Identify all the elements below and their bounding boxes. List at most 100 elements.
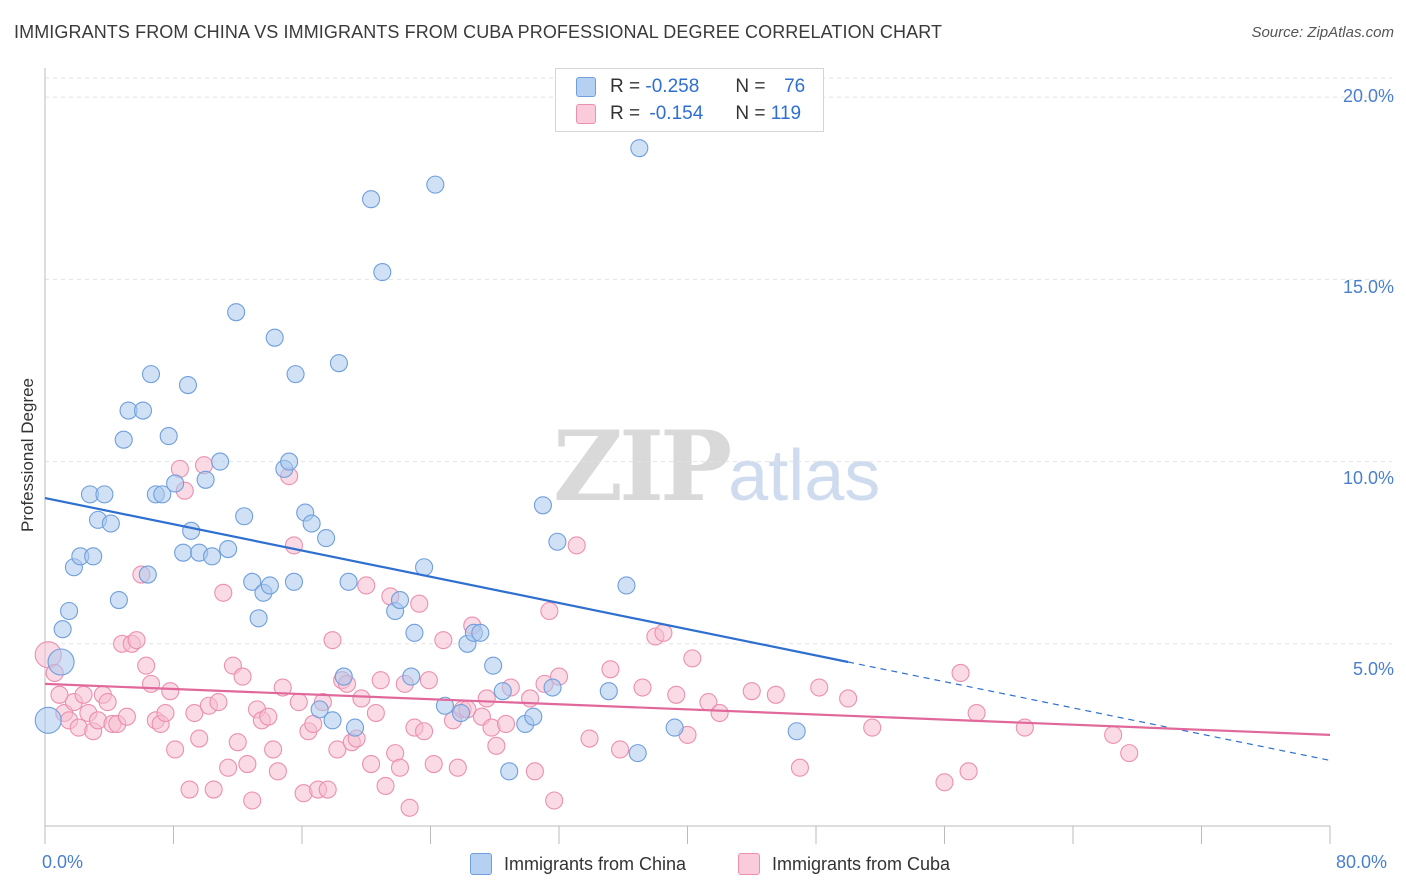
x-tick-label: 0.0% [42, 852, 84, 872]
chart-title: IMMIGRANTS FROM CHINA VS IMMIGRANTS FROM… [14, 22, 943, 42]
china-point [243, 572, 262, 591]
china-point [166, 474, 185, 493]
cuba-point [323, 631, 342, 650]
china-point [339, 572, 358, 591]
china-point [101, 514, 120, 533]
cuba-point [214, 583, 233, 602]
cuba-point [487, 736, 506, 755]
china-point [84, 547, 103, 566]
cuba-point [209, 693, 228, 712]
china-point [524, 707, 543, 726]
cuba-point [137, 656, 156, 675]
china-point [310, 700, 329, 719]
cuba-point [935, 773, 954, 792]
china-point [284, 572, 304, 591]
cuba-legend-swatch [738, 853, 760, 875]
cuba-point [633, 678, 652, 697]
cuba-point [683, 649, 702, 668]
china-point [114, 430, 133, 449]
china-point [153, 485, 172, 504]
y-tick-label: 15.0% [1342, 277, 1394, 297]
bottom-legend-cuba: Immigrants from Cuba [738, 852, 950, 876]
china-legend-swatch [470, 853, 492, 875]
cuba-point [185, 703, 204, 723]
cuba-point [127, 631, 146, 650]
cuba-swatch [576, 104, 596, 124]
china-point [203, 547, 222, 566]
china-point [141, 365, 161, 384]
cuba-point [238, 754, 257, 774]
cuba-point [951, 663, 970, 682]
cuba-point [610, 740, 630, 759]
bottom-legend-china: Immigrants from China [470, 852, 686, 876]
cuba-point [204, 780, 223, 799]
cuba-point [766, 685, 785, 704]
china-point [493, 682, 512, 701]
china-swatch [576, 77, 596, 97]
cuba-point [366, 703, 385, 723]
y-tick-label: 5.0% [1352, 659, 1394, 679]
china-point [617, 576, 636, 595]
china-point [451, 703, 471, 723]
china-point [302, 514, 321, 533]
cuba-point [318, 780, 337, 799]
china-point [426, 175, 445, 194]
cuba-point [219, 758, 238, 777]
cuba-point [496, 714, 516, 734]
china-point [500, 762, 519, 781]
china-point [373, 263, 392, 282]
cuba-point [289, 693, 308, 712]
y-tick-label: 20.0% [1342, 86, 1394, 106]
cuba-point [156, 703, 175, 723]
china-point [435, 696, 455, 715]
cuba-point [390, 758, 410, 777]
china-point [334, 667, 353, 686]
cuba-point [161, 682, 180, 701]
china-n-label: N = [735, 76, 766, 97]
cuba-point [540, 601, 559, 621]
cuba-r-label: R = [610, 103, 641, 124]
legend-row-cuba: R = -0.154 N = 119 [576, 102, 801, 126]
china-legend-label: Immigrants from China [504, 853, 687, 874]
cuba-point [580, 729, 599, 748]
china-point [390, 591, 410, 610]
china-point [159, 427, 178, 446]
cuba-point [434, 631, 453, 650]
cuba-point [415, 722, 434, 741]
china-point [249, 609, 268, 628]
cuba-point [810, 678, 829, 697]
cuba-point [567, 536, 586, 555]
china-point [227, 303, 246, 322]
china-point [323, 711, 342, 730]
china-point [543, 678, 562, 697]
china-trend-line [44, 496, 849, 664]
china-point [329, 354, 348, 373]
cuba-r-value: -0.154 [649, 103, 704, 124]
cuba-point [863, 718, 882, 737]
china-point [260, 576, 279, 595]
china-point [235, 507, 254, 526]
china-point [599, 682, 618, 701]
cuba-point [790, 758, 809, 777]
stats-legend: R = -0.258 N = 76 R = -0.154 N = 119 [555, 68, 824, 132]
china-point [174, 543, 193, 562]
cuba-point [710, 703, 729, 723]
cuba-point [264, 740, 283, 759]
cuba-point [1104, 725, 1123, 744]
cuba-n-label: N = [735, 103, 766, 124]
cuba-point [654, 623, 673, 642]
cuba-point [268, 762, 287, 781]
cuba-point [967, 703, 986, 723]
china-point [630, 139, 649, 158]
china-trend-extension [848, 661, 1331, 761]
cuba-point [98, 693, 117, 712]
cuba-point [328, 740, 347, 759]
cuba-point [742, 682, 761, 701]
cuba-point [477, 689, 496, 708]
cuba-point [667, 685, 686, 704]
cuba-point [50, 685, 69, 704]
cuba-point [352, 689, 371, 708]
china-point [95, 485, 114, 504]
cuba-point [259, 707, 278, 726]
